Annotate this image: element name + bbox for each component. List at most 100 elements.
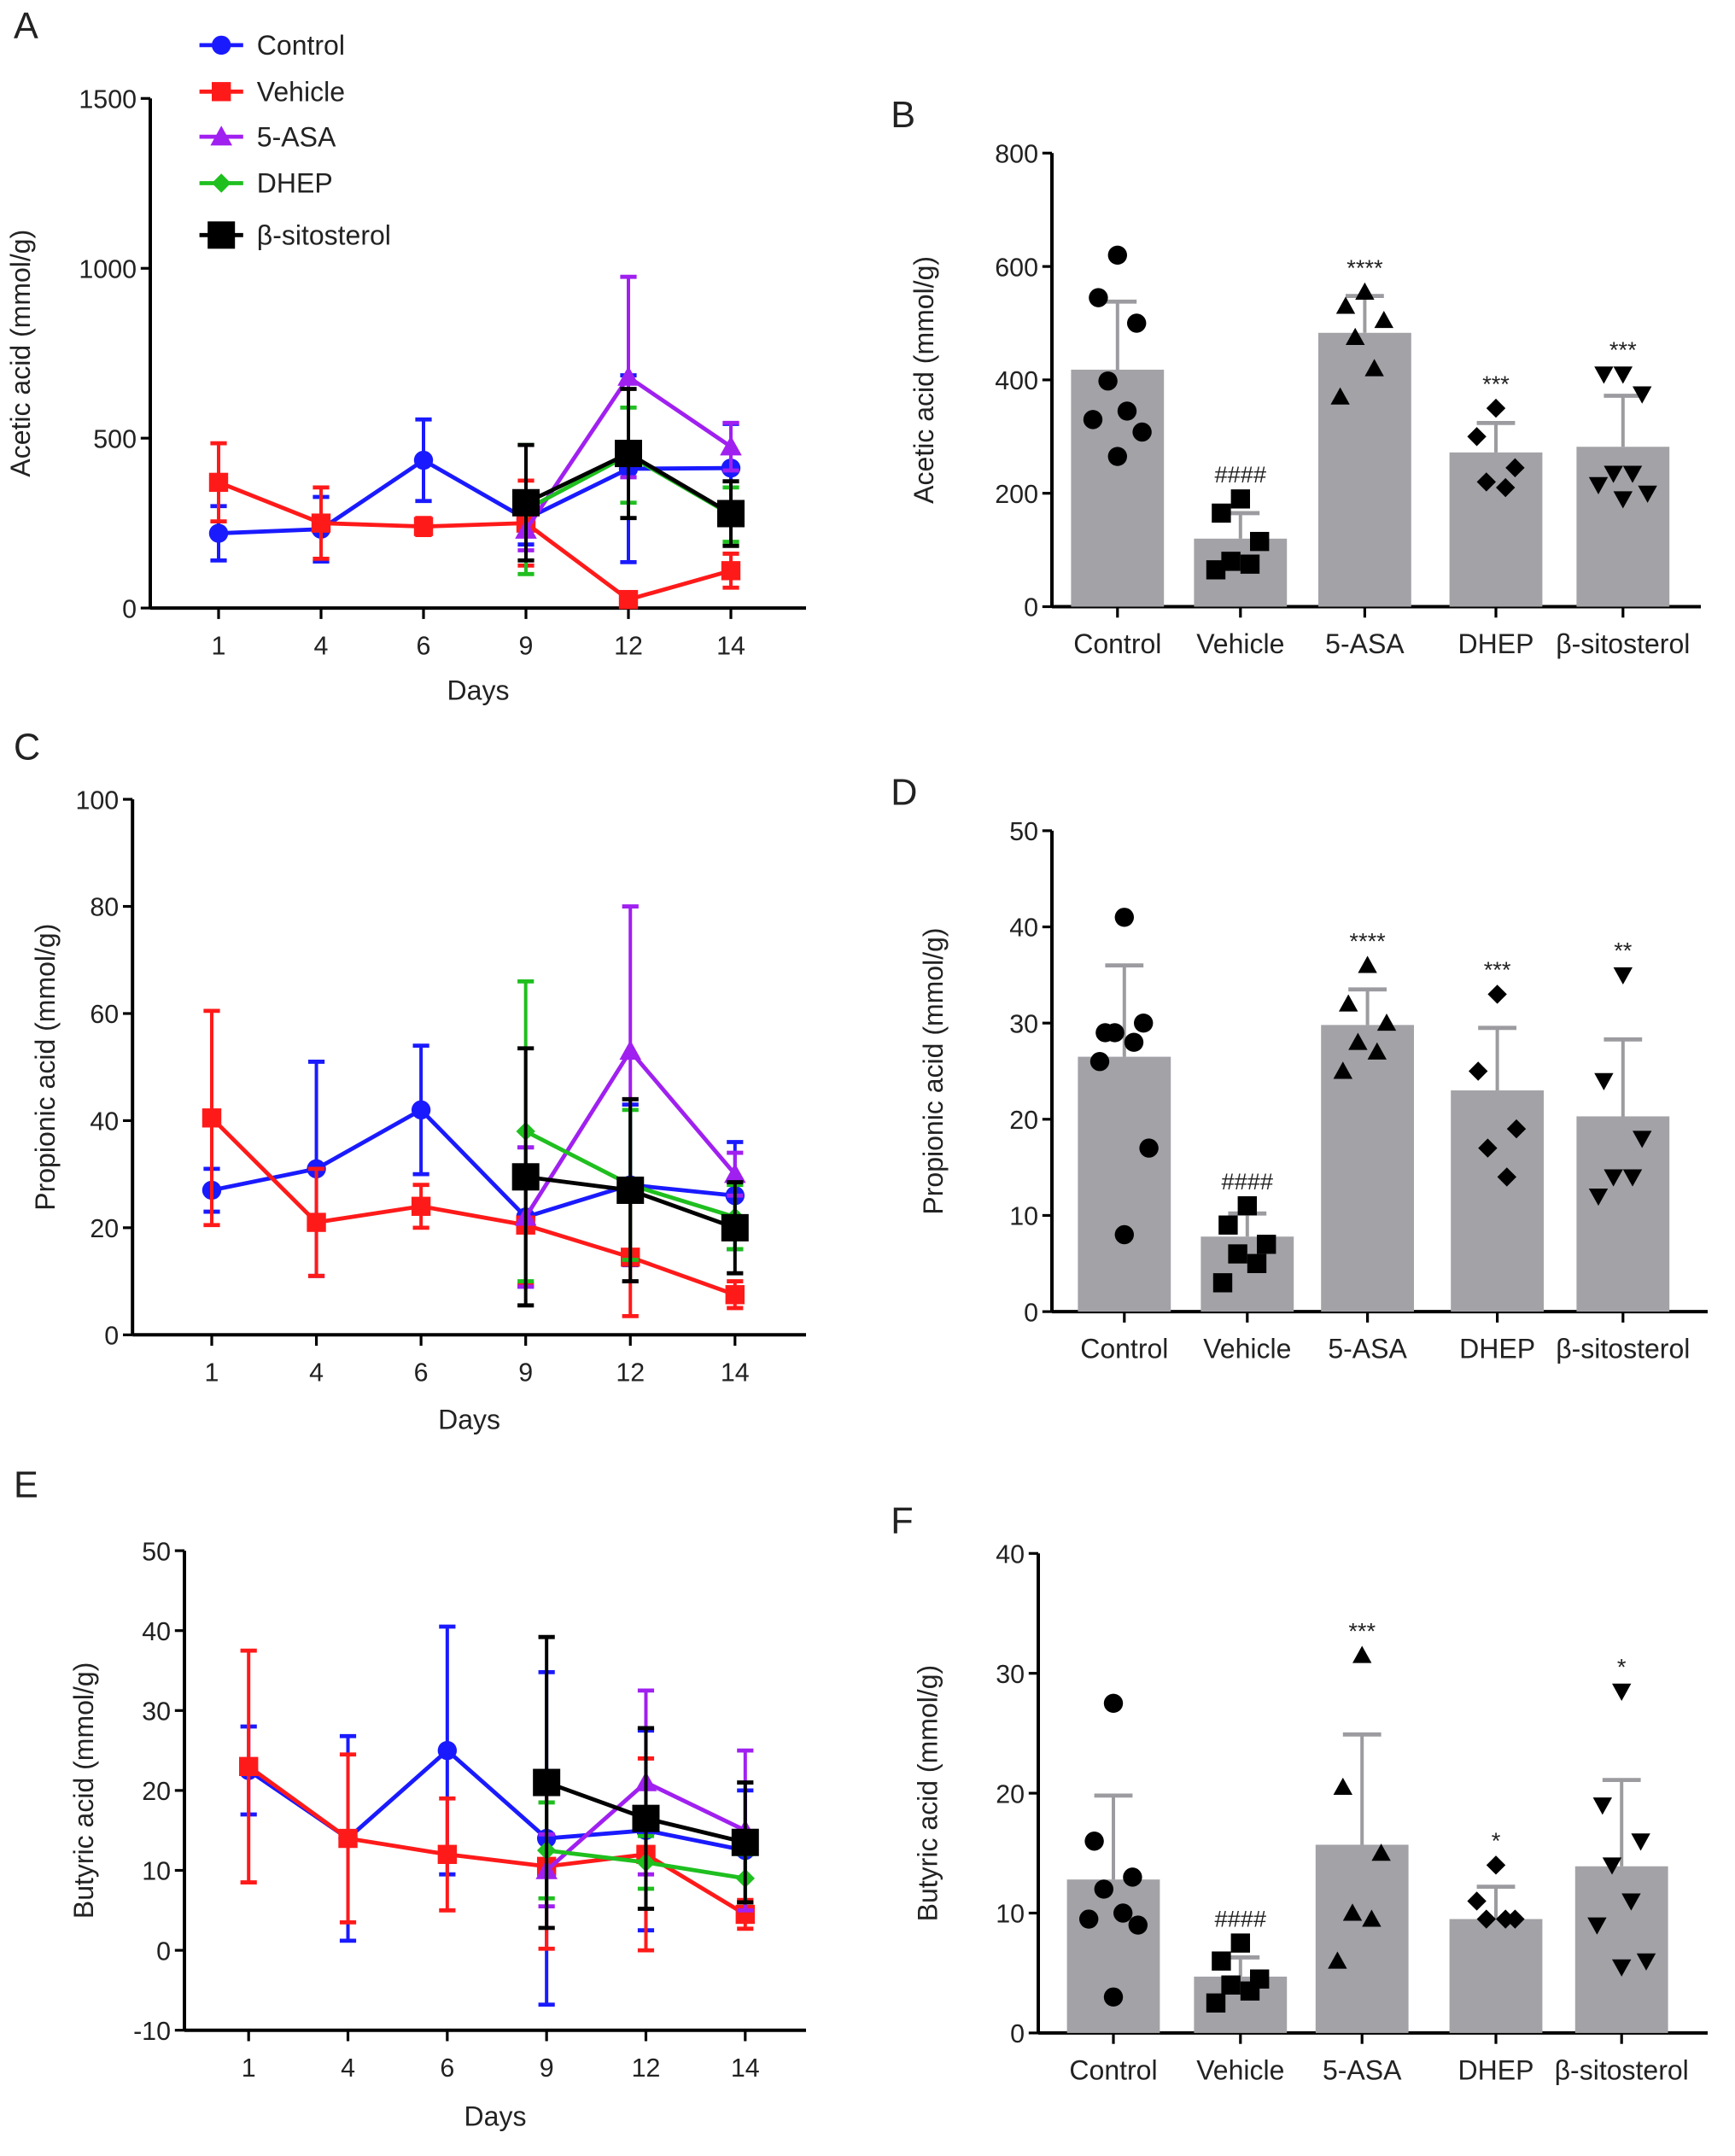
data-point — [1128, 1915, 1148, 1935]
bar — [1451, 1090, 1544, 1312]
x-tick-label: 1 — [242, 2054, 256, 2083]
y-tick-label: 40 — [90, 1107, 119, 1136]
bar — [1066, 1879, 1160, 2033]
bar-group: Control — [1078, 908, 1171, 1364]
x-tick-label: Control — [1080, 1334, 1168, 1364]
x-tick-label: 5-ASA — [1325, 628, 1405, 659]
data-point — [1588, 476, 1609, 494]
data-point — [511, 1163, 540, 1191]
panel-label: F — [891, 1500, 913, 1541]
data-point — [1638, 485, 1657, 503]
x-tick-label: 14 — [721, 1358, 750, 1388]
data-point — [1622, 465, 1643, 483]
legend-label: 5-ASA — [257, 121, 336, 152]
data-point — [413, 450, 434, 470]
data-point — [1218, 1215, 1238, 1235]
data-point — [208, 523, 229, 543]
data-point — [1103, 1987, 1124, 2007]
data-point — [338, 1828, 358, 1849]
bar-group: Control — [1066, 1693, 1160, 2085]
data-point — [1506, 1119, 1527, 1139]
x-tick-label: 1 — [212, 632, 226, 661]
data-point — [1230, 489, 1250, 509]
bar-group: 5-ASA **** — [1321, 927, 1414, 1364]
data-point — [1588, 1188, 1609, 1207]
x-tick-label: 6 — [414, 1358, 429, 1388]
data-point — [1107, 447, 1127, 466]
y-tick-label: 0 — [104, 1322, 119, 1351]
data-point — [1371, 1843, 1391, 1861]
legend-item: Vehicle — [199, 77, 345, 108]
series-line — [211, 1107, 736, 1220]
x-tick-label: β-sitosterol — [1556, 628, 1690, 659]
x-tick-label: 5-ASA — [1323, 2054, 1402, 2085]
x-tick-label: DHEP — [1459, 1334, 1535, 1364]
data-point — [717, 500, 745, 528]
panel-label: B — [891, 95, 915, 136]
data-point — [1467, 1891, 1487, 1911]
legend-label: Control — [257, 30, 345, 61]
bar — [1078, 1056, 1171, 1312]
data-point — [1594, 366, 1614, 384]
data-point — [1636, 1953, 1656, 1971]
x-tick-label: Vehicle — [1203, 1334, 1291, 1364]
legend-item: β-sitosterol — [199, 220, 391, 251]
data-point — [1079, 1909, 1099, 1929]
data-point — [1083, 410, 1103, 429]
data-point — [1250, 531, 1270, 552]
data-point — [1230, 1933, 1250, 1953]
x-tick-label: 6 — [417, 632, 431, 661]
legend-marker — [212, 173, 231, 193]
bar-group: Vehicle #### — [1194, 1905, 1288, 2085]
data-point — [1134, 1013, 1154, 1033]
y-tick-label: 10 — [996, 1900, 1025, 1929]
bar-group: β-sitosterol * — [1555, 1654, 1689, 2086]
data-point — [1633, 386, 1652, 404]
x-tick-label: 4 — [314, 632, 329, 661]
y-tick-label: 30 — [996, 1660, 1025, 1689]
data-point — [1098, 371, 1118, 391]
data-point — [1631, 1833, 1650, 1851]
data-point — [1476, 1909, 1496, 1929]
y-tick-label: 40 — [996, 1540, 1025, 1569]
significance-label: *** — [1482, 371, 1510, 397]
data-point — [437, 1740, 458, 1761]
significance-label: *** — [1348, 1617, 1376, 1644]
y-axis-label: Butyric acid (mmol/g) — [68, 1662, 99, 1919]
y-tick-label: 30 — [1009, 1009, 1038, 1038]
data-point — [1613, 491, 1633, 509]
data-point — [1613, 366, 1633, 384]
x-tick-label: 9 — [540, 2054, 554, 2083]
data-point — [1228, 1244, 1247, 1264]
bar-group: DHEP *** — [1451, 956, 1544, 1364]
data-point — [1352, 1645, 1372, 1663]
data-point — [1237, 1195, 1257, 1216]
x-tick-label: 9 — [518, 1358, 533, 1388]
bar-group: β-sitosterol *** — [1556, 336, 1690, 659]
y-tick-label: 20 — [142, 1777, 171, 1806]
data-point — [1105, 1023, 1125, 1043]
series-line — [218, 480, 732, 602]
legend-label: Vehicle — [257, 77, 345, 108]
data-point — [1587, 1917, 1607, 1935]
data-point — [533, 1768, 561, 1797]
data-point — [720, 435, 742, 456]
x-tick-label: 12 — [614, 632, 643, 661]
y-tick-label: 20 — [996, 1779, 1025, 1808]
y-axis-label: Propionic acid (mmol/g) — [918, 927, 949, 1214]
data-point — [615, 440, 642, 468]
data-point — [619, 1040, 642, 1060]
data-point — [1206, 1993, 1226, 2013]
bar-group: DHEP * — [1449, 1827, 1543, 2085]
data-point — [1339, 994, 1358, 1012]
y-tick-label: 40 — [142, 1617, 171, 1646]
y-tick-label: 0 — [1010, 2019, 1025, 2048]
x-axis-label: Days — [438, 1405, 500, 1435]
legend-marker — [212, 82, 231, 102]
y-tick-label: 10 — [142, 1857, 171, 1886]
series--sitosterol — [512, 387, 745, 563]
data-point — [1346, 327, 1365, 346]
y-tick-label: 20 — [90, 1214, 119, 1243]
data-point — [1467, 427, 1487, 447]
